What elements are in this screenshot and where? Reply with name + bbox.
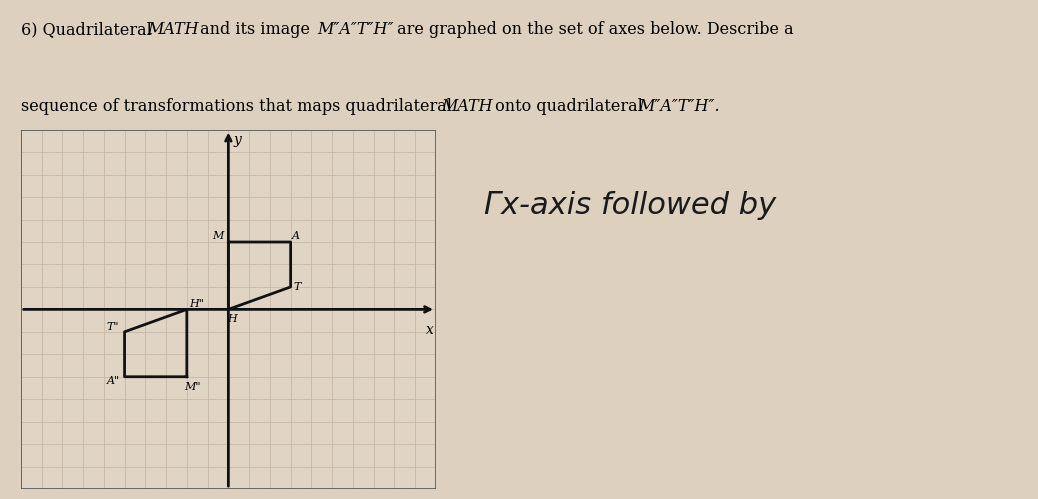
Text: 6) Quadrilateral: 6) Quadrilateral xyxy=(21,21,157,38)
Text: M": M" xyxy=(184,382,200,392)
Text: MATH: MATH xyxy=(147,21,199,38)
Text: M″A″T″H″: M″A″T″H″ xyxy=(318,21,394,38)
Text: x: x xyxy=(426,323,434,337)
Text: A: A xyxy=(292,232,300,242)
Text: sequence of transformations that maps quadrilateral: sequence of transformations that maps qu… xyxy=(21,98,457,115)
Text: are graphed on the set of axes below. Describe a: are graphed on the set of axes below. De… xyxy=(392,21,794,38)
Text: onto quadrilateral: onto quadrilateral xyxy=(490,98,648,115)
Text: A": A" xyxy=(107,376,119,386)
Text: M: M xyxy=(213,232,223,242)
Text: and its image: and its image xyxy=(195,21,316,38)
Text: y: y xyxy=(234,133,242,147)
Text: H": H" xyxy=(189,299,203,309)
Text: T": T" xyxy=(107,322,119,332)
Text: Γx-axis followed by: Γx-axis followed by xyxy=(484,191,776,220)
Text: M″A″T″H″.: M″A″T″H″. xyxy=(638,98,720,115)
Text: H: H xyxy=(227,314,238,324)
Text: MATH: MATH xyxy=(441,98,493,115)
Text: T: T xyxy=(293,282,301,292)
